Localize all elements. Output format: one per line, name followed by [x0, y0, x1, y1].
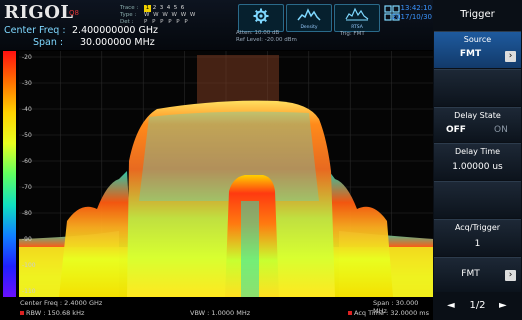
delay-time-value: 1.00000 us [452, 162, 503, 172]
footer-center-freq[interactable]: Center Freq : 2.4000 GHz [20, 299, 103, 307]
trig-text: Trig: FMT [340, 31, 365, 37]
atten-text: Atten: 10.00 dB [236, 30, 280, 36]
chevron-right-icon: › [505, 51, 516, 62]
footer-vbw[interactable]: VBW : 1.0000 MHz [190, 309, 251, 317]
clock-date: 2017/10/30 [391, 13, 432, 21]
acq-indicator [348, 311, 352, 315]
source-label: Source [463, 35, 492, 44]
footer-bar: Center Freq : 2.4000 GHz RBW : 150.68 kH… [0, 297, 433, 320]
page-navigator: ◄ 1/2 ► [433, 294, 522, 320]
det-values: P P P P P P [144, 19, 190, 25]
prev-page-icon[interactable]: ◄ [447, 300, 455, 311]
center-freq-value[interactable]: 2.400000000 GHz [72, 25, 158, 36]
span-value[interactable]: 30.000000 MHz [80, 37, 155, 48]
ref-level-text: Ref Level: -20.00 dBm [236, 37, 297, 43]
empty-softkey-1[interactable] [434, 69, 521, 106]
chevron-right-icon: › [505, 270, 516, 281]
center-freq-label: Center Freq : [4, 25, 66, 36]
grid-layout-button[interactable] [384, 5, 400, 21]
clock-time: 13:42:10 [400, 4, 432, 12]
acq-trigger-label: Acq/Trigger [454, 223, 501, 232]
y-axis-labels: -20 -30 -40 -50 -60 -70 -80 -90 -100 -110 [22, 54, 36, 295]
delay-state-off: OFF [446, 125, 466, 135]
delay-time-label: Delay Time [454, 147, 501, 156]
density-mode-label: Density [300, 25, 318, 30]
trace-number-6[interactable]: 6 [180, 5, 185, 11]
y-tick-label: -110 [22, 288, 36, 295]
next-page-icon[interactable]: ► [499, 300, 507, 311]
trigger-mask-upper [197, 55, 279, 103]
trace-number-1[interactable]: 1 [144, 5, 151, 12]
rtsa-mode-button[interactable]: RTSA [334, 4, 380, 32]
triggered-burst-core [241, 201, 259, 297]
spectrum-icon [297, 8, 321, 21]
y-tick-label: -100 [22, 262, 36, 269]
footer-rbw-wrap[interactable]: RBW : 150.68 kHz [20, 309, 84, 317]
right-shoulder-lobes [321, 171, 393, 297]
acq-trigger-softkey[interactable]: Acq/Trigger 1 [434, 219, 521, 256]
model-badge: Q8 [69, 9, 79, 17]
source-softkey[interactable]: Source FMT › [434, 31, 521, 68]
footer-acq-wrap[interactable]: Acq Time : 32.0000 ms [348, 309, 429, 317]
footer-span[interactable]: Span : 30.000 MHz [373, 299, 419, 315]
delay-state-softkey[interactable]: Delay State OFF ON [434, 107, 521, 142]
top-status-bar: RIGOL Q8 Center Freq : 2.400000000 GHz S… [0, 0, 433, 50]
left-shoulder-lobes [59, 171, 134, 297]
fmt-softkey[interactable]: FMT › [434, 257, 521, 292]
settings-mode-button[interactable] [238, 4, 284, 32]
rbw-indicator [20, 311, 24, 315]
fmt-label: FMT [461, 269, 480, 279]
trace-number-4[interactable]: 4 [166, 5, 171, 11]
det-label: Det : [120, 19, 134, 25]
rtsa-mode-label: RTSA [351, 25, 363, 30]
page-indicator: 1/2 [469, 300, 486, 311]
acq-trigger-value: 1 [474, 239, 481, 249]
panel-header: Trigger [433, 0, 522, 31]
y-tick-label: -30 [22, 80, 32, 87]
trace-number-2[interactable]: 2 [152, 5, 157, 11]
type-values: W W W W W W [144, 12, 197, 18]
y-tick-label: -80 [22, 210, 32, 217]
empty-softkey-2[interactable] [434, 181, 521, 218]
footer-acq-time: Acq Time : 32.0000 ms [354, 309, 429, 317]
rtsa-icon [345, 7, 369, 21]
trace-number-5[interactable]: 5 [173, 5, 178, 11]
panel-title: Trigger [460, 9, 495, 20]
gear-icon [253, 8, 269, 24]
footer-rbw: RBW : 150.68 kHz [26, 309, 85, 317]
level-info[interactable]: Atten: 10.00 dB Ref Level: -20.00 dBm [236, 30, 297, 44]
trace-number-3[interactable]: 3 [159, 5, 164, 11]
source-value: FMT [459, 49, 482, 59]
y-tick-label: -40 [22, 106, 32, 113]
delay-state-label: Delay State [454, 111, 501, 120]
density-color-scale [3, 51, 16, 297]
y-tick-label: -50 [22, 132, 32, 139]
brand-logo: RIGOL [4, 2, 74, 23]
delay-time-softkey[interactable]: Delay Time 1.00000 us [434, 143, 521, 180]
y-tick-label: -60 [22, 158, 32, 165]
type-label: Type : [120, 12, 137, 18]
clock: 13:42:10 2017/10/30 [380, 4, 432, 22]
wideband-inner [139, 111, 319, 201]
y-tick-label: -90 [22, 236, 32, 243]
grid-icon [384, 5, 400, 21]
y-tick-label: -20 [22, 54, 32, 61]
density-spectrum-plot[interactable]: -20 -30 -40 -50 -60 -70 -80 -90 -100 -110 [19, 51, 433, 297]
softkey-panel: Trigger Source FMT › Delay State OFF ON … [433, 0, 522, 320]
delay-state-on: ON [494, 125, 508, 135]
y-tick-label: -70 [22, 184, 32, 191]
trace-label: Trace : [120, 5, 139, 11]
span-label: Span : [33, 37, 64, 48]
density-mode-button[interactable]: Density [286, 4, 332, 32]
